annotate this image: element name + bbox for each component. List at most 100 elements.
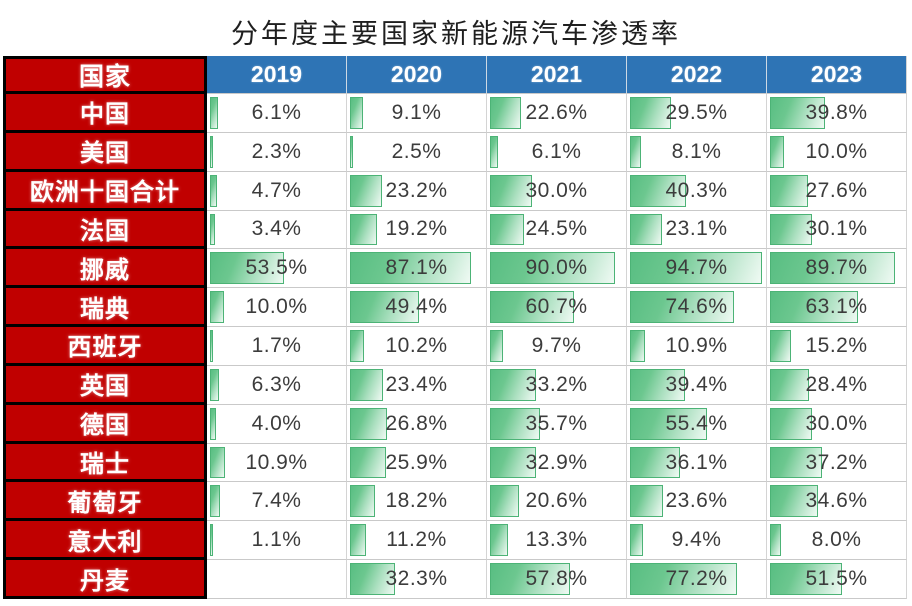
value-label: 29.5%: [665, 100, 728, 124]
corner-header-country: 国家: [3, 56, 207, 94]
value-label: 27.6%: [805, 178, 868, 202]
value-cell: 22.6%: [487, 94, 627, 133]
value-label: 13.3%: [525, 528, 588, 552]
data-bar: [210, 135, 214, 168]
value-label: 7.4%: [251, 489, 302, 513]
year-header-2023: 2023: [767, 56, 907, 94]
value-label: 32.9%: [525, 450, 588, 474]
value-cell: 10.9%: [627, 327, 767, 366]
data-bar: [630, 97, 671, 129]
data-bar: [490, 97, 522, 129]
value-cell: 32.3%: [347, 560, 487, 599]
value-label: 94.7%: [665, 256, 728, 280]
value-cell: 39.8%: [767, 94, 907, 133]
value-cell: 6.1%: [487, 132, 627, 172]
value-cell: 8.0%: [767, 521, 907, 561]
data-bar: [490, 485, 519, 518]
value-cell: 89.7%: [767, 249, 907, 289]
value-cell: 26.8%: [347, 404, 487, 444]
data-bar: [350, 135, 354, 168]
value-cell: 9.7%: [487, 327, 627, 366]
table-row: 葡萄牙 7.4% 18.2% 20.6% 23.6% 34.6%: [3, 482, 907, 522]
country-label: 美国: [3, 132, 207, 172]
country-label: 瑞士: [3, 443, 207, 483]
data-bar: [490, 368, 537, 401]
value-cell: 29.5%: [627, 94, 767, 133]
table-row: 欧洲十国合计 4.7% 23.2% 30.0% 40.3% 27.6%: [3, 171, 907, 211]
value-label: 60.7%: [525, 295, 588, 319]
value-cell: 20.6%: [487, 482, 627, 522]
value-label: 23.2%: [385, 178, 448, 202]
data-bar: [770, 252, 895, 285]
value-cell: 90.0%: [487, 249, 627, 289]
value-cell: 33.2%: [487, 365, 627, 405]
value-label: 63.1%: [805, 295, 868, 319]
value-label: 10.0%: [245, 295, 308, 319]
data-bar: [630, 135, 642, 168]
data-bar: [350, 524, 366, 557]
data-bar: [630, 446, 681, 479]
country-label: 葡萄牙: [3, 482, 207, 522]
value-label: 53.5%: [245, 256, 308, 280]
value-cell: 3.4%: [207, 210, 347, 250]
value-label: 90.0%: [525, 256, 588, 280]
value-cell: 10.2%: [347, 327, 487, 366]
value-cell: 4.0%: [207, 404, 347, 444]
value-label: 8.0%: [811, 528, 862, 552]
value-cell: 2.5%: [347, 132, 487, 172]
data-bar: [770, 97, 826, 129]
value-cell: 30.0%: [487, 171, 627, 211]
data-bar: [210, 174, 217, 207]
value-label: 9.4%: [671, 528, 722, 552]
value-label: 39.8%: [805, 100, 868, 124]
value-label: 23.4%: [385, 372, 448, 396]
value-label: 30.1%: [805, 217, 868, 241]
value-cell: 49.4%: [347, 288, 487, 328]
data-bar: [210, 213, 215, 246]
value-label: 4.7%: [251, 178, 302, 202]
table-row: 丹麦 32.3% 57.8% 77.2% 51.5%: [3, 560, 907, 599]
value-label: 30.0%: [525, 178, 588, 202]
value-label: 24.5%: [525, 217, 588, 241]
data-bar: [490, 563, 571, 595]
country-label: 英国: [3, 365, 207, 405]
data-bar: [490, 446, 536, 479]
value-cell: 6.1%: [207, 94, 347, 133]
data-bar: [350, 330, 365, 362]
value-label: 33.2%: [525, 372, 588, 396]
value-label: 1.7%: [251, 333, 302, 357]
value-label: 10.9%: [665, 333, 728, 357]
value-cell: 36.1%: [627, 443, 767, 483]
table-row: 意大利 1.1% 11.2% 13.3% 9.4% 8.0%: [3, 521, 907, 561]
data-bar: [770, 524, 782, 557]
value-cell: 40.3%: [627, 171, 767, 211]
value-cell: 37.2%: [767, 443, 907, 483]
value-cell: 6.3%: [207, 365, 347, 405]
value-cell: 27.6%: [767, 171, 907, 211]
value-label: 23.6%: [665, 489, 728, 513]
country-label: 挪威: [3, 249, 207, 289]
year-header-2021: 2021: [487, 56, 627, 94]
data-bar: [350, 97, 363, 129]
value-cell: 53.5%: [207, 249, 347, 289]
value-label: 10.0%: [805, 139, 868, 163]
value-cell: 9.1%: [347, 94, 487, 133]
value-label: 36.1%: [665, 450, 728, 474]
data-bar: [210, 330, 213, 362]
header-row: 国家 2019 2020 2021 2022 2023: [3, 56, 907, 94]
value-cell: 4.7%: [207, 171, 347, 211]
value-label: 8.1%: [671, 139, 722, 163]
table-row: 法国 3.4% 19.2% 24.5% 23.1% 30.1%: [3, 210, 907, 250]
value-label: 6.1%: [251, 100, 302, 124]
value-label: 37.2%: [805, 450, 868, 474]
value-cell: 10.0%: [207, 288, 347, 328]
value-label: 51.5%: [805, 567, 868, 591]
value-label: 26.8%: [385, 411, 448, 435]
value-cell: 23.2%: [347, 171, 487, 211]
value-label: 3.4%: [251, 217, 302, 241]
value-label: 25.9%: [385, 450, 448, 474]
data-bar: [770, 485, 819, 518]
data-bar: [630, 563, 738, 595]
value-label: 49.4%: [385, 295, 448, 319]
value-label: 34.6%: [805, 489, 868, 513]
